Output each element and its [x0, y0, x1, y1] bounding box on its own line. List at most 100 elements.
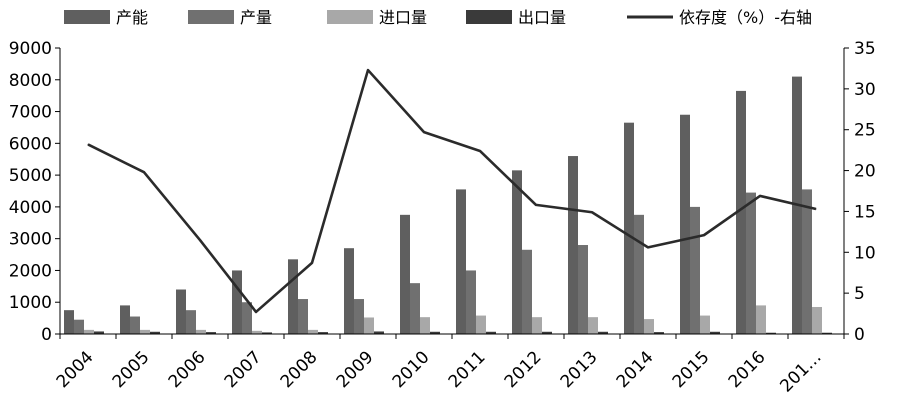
right-tick-label: 0 [854, 325, 865, 345]
line-point [703, 234, 705, 236]
x-tick-label: 201… [776, 347, 825, 396]
legend-swatch [64, 10, 110, 24]
x-tick-label: 2005 [109, 347, 154, 392]
right-tick-label: 35 [854, 39, 876, 59]
bar-产能 [736, 90, 746, 335]
legend-item: 依存度（%）-右轴 [627, 8, 812, 27]
bar-出口量 [206, 332, 216, 334]
x-tick-label: 2006 [165, 347, 210, 392]
bar-进口量 [196, 329, 206, 334]
left-tick-label: 1000 [9, 293, 52, 313]
left-tick-label: 9000 [9, 39, 52, 59]
left-tick-label: 8000 [9, 71, 52, 91]
bar-出口量 [598, 331, 608, 334]
bar-出口量 [150, 331, 160, 334]
legend-label: 进口量 [379, 8, 427, 27]
bar-进口量 [308, 329, 318, 334]
line-point [311, 262, 313, 264]
bar-出口量 [94, 331, 104, 334]
legend-label: 产能 [116, 8, 148, 27]
bar-进口量 [700, 315, 710, 334]
line-point [367, 69, 369, 71]
bar-产能 [456, 189, 466, 334]
left-tick-label: 5000 [9, 166, 52, 186]
bar-出口量 [374, 331, 384, 334]
right-tick-label: 15 [854, 202, 876, 222]
legend-label: 出口量 [518, 8, 566, 27]
x-tick-label: 2016 [725, 347, 770, 392]
bar-产能 [512, 170, 522, 334]
bar-产量 [802, 189, 812, 334]
bar-产量 [298, 299, 308, 334]
bar-产能 [344, 248, 354, 334]
line-point [535, 204, 537, 206]
bar-出口量 [654, 332, 664, 334]
bar-产量 [634, 214, 644, 334]
line-point [647, 246, 649, 248]
bar-出口量 [766, 332, 776, 334]
bar-进口量 [532, 317, 542, 334]
bar-产量 [242, 302, 252, 334]
line-point [815, 208, 817, 210]
legend-item: 产量 [188, 8, 272, 27]
bar-进口量 [476, 315, 486, 334]
left-tick-label: 2000 [9, 261, 52, 281]
line-point [199, 239, 201, 241]
x-tick-label: 2013 [557, 347, 602, 392]
bar-产能 [232, 270, 242, 334]
bar-产量 [186, 310, 196, 334]
x-tick-label: 2008 [277, 347, 322, 392]
x-tick-label: 2007 [221, 347, 266, 392]
left-tick-label: 4000 [9, 198, 52, 218]
bar-进口量 [756, 305, 766, 334]
bar-出口量 [262, 332, 272, 334]
bar-进口量 [84, 329, 94, 334]
bar-产能 [680, 114, 690, 334]
x-axis: 2004 2005 2006 2007 2008 2009 2010 2011 2012 2013… [53, 333, 845, 397]
line-point [479, 150, 481, 152]
line-series-group [87, 68, 817, 314]
right-tick-label: 30 [854, 80, 876, 100]
legend-item: 出口量 [466, 8, 566, 27]
bar-进口量 [364, 317, 374, 334]
bar-进口量 [588, 317, 598, 334]
bar-产能 [120, 305, 130, 334]
bar-进口量 [252, 330, 262, 334]
bar-产量 [354, 299, 364, 334]
bar-产能 [400, 214, 410, 334]
bar-产量 [690, 206, 700, 334]
line-point [423, 131, 425, 133]
right-tick-label: 5 [854, 284, 865, 304]
legend-label: 依存度（%）-右轴 [679, 8, 812, 27]
line-point [591, 211, 593, 213]
bar-进口量 [140, 329, 150, 334]
left-tick-label: 0 [41, 325, 52, 345]
bar-出口量 [430, 331, 440, 334]
right-tick-label: 20 [854, 162, 876, 182]
bar-产能 [176, 289, 186, 334]
bar-出口量 [822, 332, 832, 334]
legend: 产能 产量 进口量 出口量 依存度（%）-右轴 [64, 8, 812, 27]
line-point [87, 143, 89, 145]
x-tick-label: 2014 [613, 347, 658, 392]
x-tick-label: 2004 [53, 347, 98, 392]
bar-进口量 [812, 306, 822, 334]
right-tick-label: 10 [854, 243, 876, 263]
bar-进口量 [644, 319, 654, 334]
x-tick-label: 2012 [501, 347, 546, 392]
bar-产能 [288, 259, 298, 334]
bar-产量 [74, 319, 84, 334]
right-y-axis: 0 5 10 15 20 25 30 35 [843, 39, 876, 345]
bar-产能 [568, 156, 578, 334]
bar-产量 [578, 245, 588, 334]
legend-item: 产能 [64, 8, 148, 27]
bar-产量 [746, 192, 756, 334]
x-tick-label: 2011 [445, 347, 490, 392]
left-y-axis: 0 1000 2000 3000 4000 5000 6000 7000 8000 9000 [9, 39, 61, 345]
x-tick-label: 2015 [669, 347, 714, 392]
legend-swatch [327, 10, 373, 24]
bar-出口量 [710, 331, 720, 334]
left-tick-label: 7000 [9, 103, 52, 123]
